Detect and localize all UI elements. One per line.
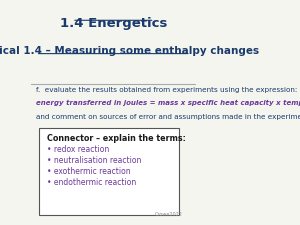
Text: 1.4 Energetics: 1.4 Energetics bbox=[60, 17, 167, 30]
Text: • neutralisation reaction: • neutralisation reaction bbox=[47, 156, 142, 165]
Text: Practical 1.4 – Measuring some enthalpy changes: Practical 1.4 – Measuring some enthalpy … bbox=[0, 46, 259, 56]
Text: Crowe2022: Crowe2022 bbox=[155, 212, 183, 217]
Text: f.  evaluate the results obtained from experiments using the expression:: f. evaluate the results obtained from ex… bbox=[36, 87, 297, 93]
Text: • redox reaction: • redox reaction bbox=[47, 145, 110, 154]
Text: • endothermic reaction: • endothermic reaction bbox=[47, 178, 136, 187]
FancyBboxPatch shape bbox=[39, 128, 179, 215]
Text: Connector – explain the terms:: Connector – explain the terms: bbox=[47, 134, 186, 143]
Text: • exothermic reaction: • exothermic reaction bbox=[47, 167, 131, 176]
Text: and comment on sources of error and assumptions made in the experiments.: and comment on sources of error and assu… bbox=[36, 114, 300, 120]
Text: energy transferred in joules = mass x specific heat capacity x temperature chang: energy transferred in joules = mass x sp… bbox=[36, 100, 300, 106]
